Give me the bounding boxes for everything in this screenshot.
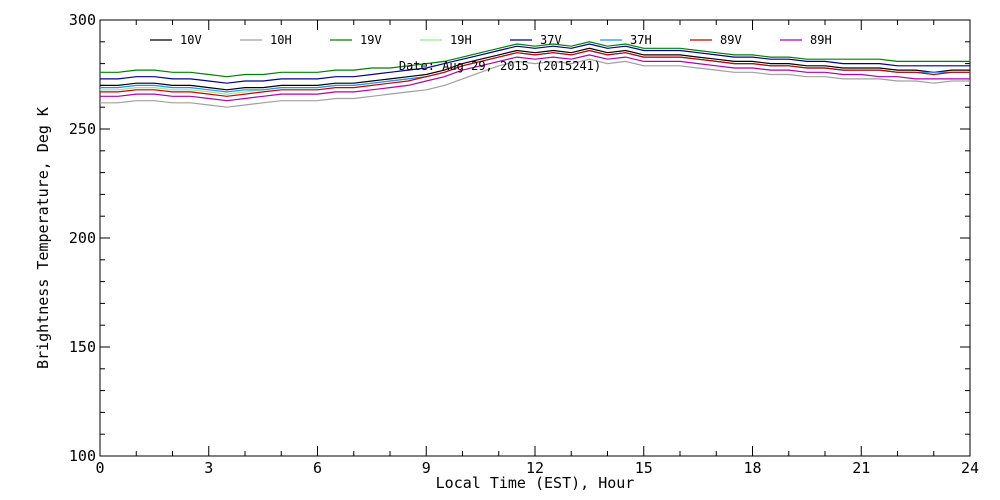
series-line-19v [100, 41, 970, 78]
legend-label-10v: 10V [180, 33, 202, 47]
date-annotation: Date: Aug 29, 2015 (2015241) [399, 59, 601, 73]
axis-tick-labels: 0 3 6 9 12 15 18 21 24 100 150 200 250 300 [69, 11, 979, 477]
legend-label-10h: 10H [270, 33, 292, 47]
legend-label-19h: 19H [450, 33, 472, 47]
series-lines [100, 41, 970, 108]
legend-label-37h: 37H [630, 33, 652, 47]
x-tick-label: 6 [313, 459, 322, 477]
series-line-89h [100, 54, 970, 102]
legend-label-19v: 19V [360, 33, 382, 47]
axis-ticks [99, 19, 971, 457]
series-line-89v [100, 49, 970, 97]
legend-label-89v: 89V [720, 33, 742, 47]
y-tick-label: 250 [69, 120, 96, 138]
y-tick-label: 150 [69, 338, 96, 356]
series-line-10h [100, 58, 970, 108]
y-axis-title: Brightness Temperature, Deg K [34, 107, 52, 369]
x-tick-label: 3 [204, 459, 213, 477]
legend-label-89h: 89H [810, 33, 832, 47]
y-tick-label: 100 [69, 447, 96, 465]
plot-border [99, 19, 971, 457]
x-tick-label: 24 [961, 459, 979, 477]
x-tick-label: 9 [422, 459, 431, 477]
x-tick-label: 21 [852, 459, 870, 477]
x-tick-label: 12 [526, 459, 544, 477]
series-line-37v [100, 43, 970, 84]
series-line-10v [100, 47, 970, 91]
legend: 10V 10H 19V 19H 37V 37H 89V 89H [150, 33, 832, 47]
legend-label-37v: 37V [540, 33, 562, 47]
plot-frame [99, 19, 971, 457]
x-axis-title: Local Time (EST), Hour [436, 474, 635, 492]
x-tick-label: 15 [635, 459, 653, 477]
y-tick-label: 200 [69, 229, 96, 247]
x-tick-label: 18 [743, 459, 761, 477]
y-tick-label: 300 [69, 11, 96, 29]
x-tick-label: 0 [95, 459, 104, 477]
